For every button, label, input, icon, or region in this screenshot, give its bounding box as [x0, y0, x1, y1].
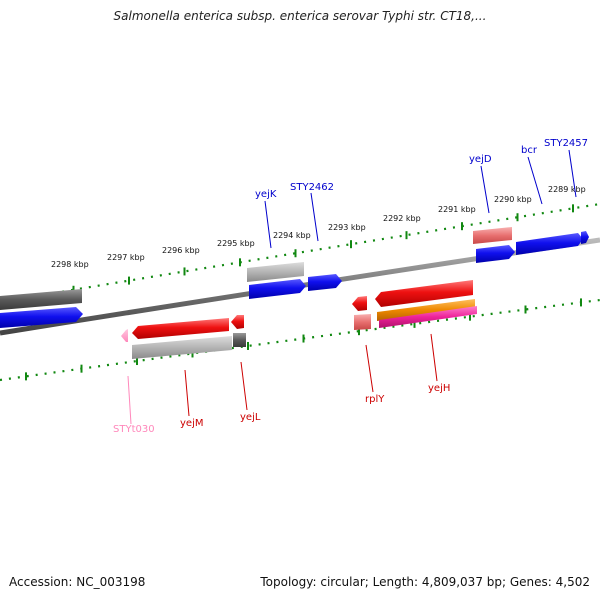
feature-magenta-yejH[interactable]: [379, 306, 477, 328]
feature-dark-yejL[interactable]: [233, 333, 246, 347]
label-leader-lines: [127, 149, 577, 425]
gene-label-STY2457[interactable]: STY2457: [544, 138, 588, 149]
upper-ruler-dots: [0, 202, 600, 304]
gene-STY2462[interactable]: [308, 274, 342, 291]
topology-text: Topology: circular; Length: 4,809,037 bp…: [260, 575, 590, 589]
scale-label: 2289 kbp: [548, 185, 586, 194]
feature-orange-yejH[interactable]: [377, 299, 475, 321]
gene-STY2457[interactable]: [581, 231, 589, 244]
scale-labels: 2298 kbp 2297 kbp 2296 kbp 2295 kbp 2294…: [51, 185, 586, 269]
gene-yejD[interactable]: [476, 245, 515, 263]
scale-label: 2293 kbp: [328, 223, 366, 232]
scale-label: 2290 kbp: [494, 195, 532, 204]
gene-label-bcr[interactable]: bcr: [521, 145, 538, 156]
lower-ruler-major-ticks: [25, 298, 582, 381]
scale-label: 2291 kbp: [438, 205, 476, 214]
feature-pink-yejD[interactable]: [473, 227, 512, 244]
gene-label-yejL[interactable]: yejL: [240, 412, 261, 423]
trna-STYt030[interactable]: [121, 329, 128, 342]
accession-text: Accession: NC_003198: [9, 575, 146, 589]
upper-strand-features: [0, 227, 589, 328]
gene-label-STY2462[interactable]: STY2462: [290, 182, 334, 193]
scale-label: 2295 kbp: [217, 239, 255, 248]
gene-label-yejH[interactable]: yejH: [428, 383, 450, 394]
scale-label: 2292 kbp: [383, 214, 421, 223]
gene-rplY[interactable]: [352, 296, 367, 311]
feature-grey-yejK[interactable]: [247, 262, 304, 282]
gene-yejM[interactable]: [132, 318, 229, 339]
scale-label: 2298 kbp: [51, 260, 89, 269]
map-title: Salmonella enterica subsp. enterica sero…: [113, 9, 487, 23]
gene-label-yejK[interactable]: yejK: [255, 189, 277, 200]
scale-label: 2296 kbp: [162, 246, 200, 255]
gene-label-yejM[interactable]: yejM: [180, 418, 203, 429]
gene-bcr[interactable]: [516, 233, 583, 255]
gene-yejK[interactable]: [249, 279, 306, 299]
scale-label: 2297 kbp: [107, 253, 145, 262]
scale-label: 2294 kbp: [273, 231, 311, 240]
gene-labels: yejK STY2462 yejD bcr STY2457 STYt030 ye…: [113, 138, 588, 435]
lower-strand-features: [121, 280, 477, 359]
gene-forward-left[interactable]: [0, 307, 83, 328]
feature-grey-yejM[interactable]: [132, 336, 232, 359]
gene-label-yejD[interactable]: yejD: [469, 154, 492, 165]
gene-label-STYt030[interactable]: STYt030: [113, 424, 155, 435]
feature-grey-left[interactable]: [0, 289, 82, 310]
gene-yejL[interactable]: [231, 315, 244, 329]
feature-pink-rplY[interactable]: [354, 314, 371, 330]
lower-ruler-dots: [0, 298, 600, 382]
gene-yejH[interactable]: [375, 280, 473, 307]
gene-label-rplY[interactable]: rplY: [365, 394, 385, 405]
